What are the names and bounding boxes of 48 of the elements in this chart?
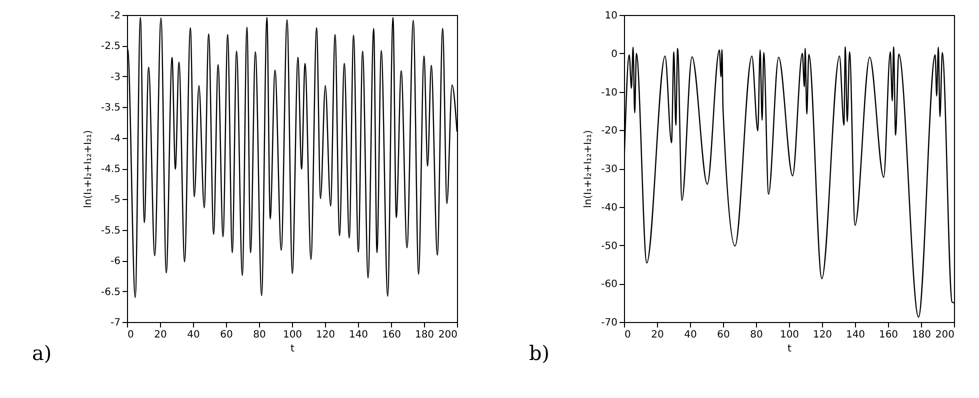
- x-tick-label: 20: [154, 330, 167, 340]
- text: b): [529, 341, 550, 365]
- x-tick-label: 60: [220, 330, 233, 340]
- x-tick-label: 200: [438, 330, 458, 340]
- y-tick-label: -4: [110, 133, 120, 144]
- x-tick-label: 120: [812, 330, 832, 340]
- y-tick-label: -30: [601, 164, 618, 175]
- y-axis-title: ln(I₁+I₂+I₁₂+I₂₁): [82, 130, 94, 208]
- y-tick-label: -20: [601, 126, 618, 137]
- y-tick-label: -3: [110, 72, 120, 83]
- y-tick-label: -60: [601, 279, 618, 290]
- y-tick-label: -2.5: [100, 41, 120, 52]
- x-tick-label: 160: [878, 330, 898, 340]
- y-tick-label: -5: [110, 194, 120, 206]
- x-tick-label: 80: [750, 330, 763, 340]
- y-axis-title: ln(I₁+I₂+I₁₂+I₂₁): [583, 130, 594, 208]
- x-tick-label: 40: [684, 330, 697, 340]
- y-tick-label: -50: [601, 240, 618, 252]
- x-tick-label: 180: [414, 330, 434, 340]
- x-tick-label: 140: [846, 330, 866, 340]
- x-tick-label: 0: [128, 330, 134, 340]
- y-tick-label: -70: [601, 318, 618, 328]
- y-tick-label: -6.5: [100, 286, 120, 298]
- x-tick-label: 200: [935, 330, 954, 340]
- y-tick-label: -3.5: [100, 102, 120, 114]
- text: a): [32, 341, 52, 365]
- x-tick-label: 80: [253, 330, 266, 340]
- x-tick-label: 60: [717, 330, 730, 340]
- y-tick-label: -10: [601, 87, 618, 98]
- x-tick-label: 40: [187, 330, 200, 340]
- x-tick-label: 180: [912, 330, 932, 340]
- x-tick-label: 0: [624, 330, 631, 340]
- x-tick-label: 100: [282, 330, 302, 340]
- x-axis-title: t: [788, 344, 792, 354]
- x-tick-label: 100: [780, 330, 800, 340]
- y-tick-label: 0: [611, 48, 618, 60]
- y-tick-label: -5.5: [100, 225, 120, 236]
- y-tick-label: 10: [604, 10, 618, 22]
- x-tick-label: 120: [316, 330, 336, 340]
- y-tick-label: -40: [601, 202, 618, 214]
- x-axis-title: t: [290, 344, 295, 354]
- y-tick-label: -7: [110, 318, 120, 328]
- x-tick-label: 140: [348, 330, 368, 340]
- x-tick-label: 20: [651, 330, 664, 340]
- y-tick-label: -6: [110, 256, 120, 268]
- y-tick-label: -4.5: [100, 164, 120, 175]
- x-tick-label: 160: [382, 330, 402, 340]
- y-tick-label: -2: [110, 10, 120, 22]
